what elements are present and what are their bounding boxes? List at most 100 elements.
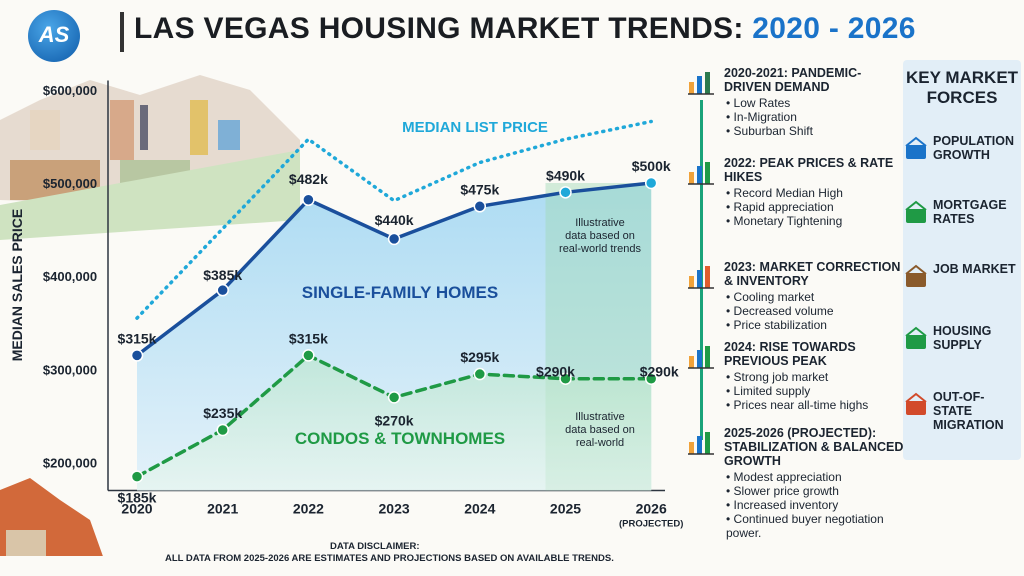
illustrative-annotation: Illustrative	[575, 411, 625, 423]
timeline-bullet: Price stabilization	[726, 318, 906, 332]
force-item: POPULATION GROWTH	[903, 128, 1021, 184]
sfh-data-label: $315k	[118, 330, 157, 346]
timeline-bullets: Record Median HighRapid appreciationMone…	[726, 186, 906, 228]
y-tick-label: $600,000	[43, 83, 97, 98]
x-tick-label: 2025	[550, 501, 581, 517]
timeline-bullets: Cooling marketDecreased volumePrice stab…	[726, 290, 906, 332]
x-tick-label: 2026	[636, 501, 667, 517]
logo-text: AS	[38, 22, 70, 47]
condo-point	[559, 372, 572, 385]
force-item: HOUSING SUPPLY	[903, 318, 1021, 374]
condo-point	[644, 372, 658, 385]
sfh-series-label: SINGLE-FAMILY HOMES	[302, 283, 498, 302]
force-label: JOB MARKET	[933, 262, 1016, 276]
y-tick-label: $400,000	[43, 269, 97, 284]
y-axis-title: MEDIAN SALES PRICE	[9, 209, 25, 361]
condo-data-label: $290k	[536, 364, 575, 380]
disclaimer-text: ALL DATA FROM 2025-2026 ARE ESTIMATES AN…	[165, 553, 614, 564]
sfh-point	[387, 232, 401, 246]
x-tick-label: 2021	[207, 501, 238, 517]
illustrative-annotation: data based on	[565, 230, 635, 242]
timeline-heading: 2022: PEAK PRICES & RATE HIKES	[724, 156, 894, 184]
timeline-bullet: Continued buyer negotiation power.	[726, 512, 906, 540]
y-tick-label: $200,000	[43, 456, 97, 471]
x-tick-sublabel: (PROJECTED)	[619, 519, 683, 530]
condo-point	[216, 423, 229, 437]
timeline-bullet: Suburban Shift	[726, 124, 906, 138]
timeline-bullet: In-Migration	[726, 110, 906, 124]
force-item: MORTGAGE RATES	[903, 192, 1021, 248]
illustrative-annotation: real-world	[576, 437, 624, 449]
growth-chart-icon	[686, 428, 716, 456]
timeline-bullets: Modest appreciationSlower price growthIn…	[726, 470, 906, 540]
condo-area	[137, 355, 652, 491]
condo-data-label: $235k	[203, 405, 242, 421]
city-skyline-illustration	[0, 75, 300, 240]
timeline-bullets: Low RatesIn-MigrationSuburban Shift	[726, 96, 906, 138]
sfh-data-label: $482k	[289, 171, 328, 187]
timeline-bullet: Monetary Tightening	[726, 214, 906, 228]
list-price-line	[135, 119, 653, 320]
people-icon	[903, 136, 929, 162]
sfh-data-label: $500k	[632, 158, 671, 174]
illustrative-annotation: real-world trends	[559, 243, 641, 255]
timeline-bullet: Decreased volume	[726, 304, 906, 318]
timeline-bullet: Increased inventory	[726, 498, 906, 512]
nevada-pin-icon	[903, 392, 929, 418]
force-label: HOUSING SUPPLY	[933, 324, 992, 352]
timeline-bullet: Modest appreciation	[726, 470, 906, 484]
condo-point	[302, 349, 315, 362]
condo-series-label: CONDOS & TOWNHOMES	[295, 429, 505, 448]
timeline-bullets: Strong job marketLimited supplyPrices ne…	[726, 370, 906, 412]
timeline-heading: 2024: RISE TOWARDS PREVIOUS PEAK	[724, 340, 856, 368]
sfh-data-label: $475k	[460, 181, 499, 197]
x-tick-label: 2020	[121, 501, 152, 517]
title-years: 2020 - 2026	[752, 12, 916, 45]
timeline-heading: 2023: MARKET CORRECTION & INVENTORY	[724, 260, 901, 288]
sfh-point	[216, 283, 229, 297]
x-tick-label: 2023	[379, 501, 410, 517]
sfh-data-label: $385k	[203, 267, 242, 283]
sfh-point	[644, 176, 658, 190]
force-label: POPULATION GROWTH	[933, 134, 1015, 162]
house-icon	[903, 326, 929, 352]
condo-data-label: $270k	[375, 412, 414, 428]
timeline-bullet: Rapid appreciation	[726, 200, 906, 214]
timeline-bullet: Limited supply	[726, 384, 906, 398]
x-tick-label: 2022	[293, 501, 324, 517]
y-tick-label: $300,000	[43, 362, 97, 377]
timeline-heading: 2025-2026 (PROJECTED): STABILIZATION & B…	[724, 426, 904, 468]
title-main: LAS VEGAS HOUSING MARKET TRENDS:	[134, 12, 753, 45]
timeline-heading: 2020-2021: PANDEMIC-DRIVEN DEMAND	[724, 66, 862, 94]
force-item: OUT-OF-STATE MIGRATION	[903, 384, 1021, 440]
sfh-point	[130, 349, 144, 362]
timeline-bullet: Record Median High	[726, 186, 906, 200]
price-trend-chart: $200,000 $300,000 $400,000 $500,000 $600,000…	[0, 75, 683, 556]
sfh-point	[473, 200, 487, 213]
sfh-point	[302, 193, 315, 207]
illustrative-annotation: Illustrative	[575, 217, 625, 229]
condo-data-label: $315k	[289, 330, 328, 346]
timeline-bullet: Low Rates	[726, 96, 906, 110]
house-dollar-icon	[903, 200, 929, 226]
falling-bar-chart-icon	[686, 262, 716, 290]
canyon-illustration	[0, 478, 103, 556]
condo-point	[473, 367, 487, 381]
illustrative-annotation: data based on	[565, 424, 635, 436]
condo-data-label: $185k	[118, 490, 157, 506]
condo-data-label: $295k	[460, 349, 499, 365]
plot-area: $200,000 $300,000 $400,000 $500,000 $600,000…	[9, 80, 683, 530]
timeline-bullet: Cooling market	[726, 290, 906, 304]
timeline-bullet: Slower price growth	[726, 484, 906, 498]
briefcase-icon	[903, 264, 929, 290]
x-tick-label: 2024	[464, 501, 495, 517]
sfh-data-label: $490k	[546, 167, 585, 183]
force-label: MORTGAGE RATES	[933, 198, 1007, 226]
sfh-point	[559, 186, 572, 199]
y-tick-label: $500,000	[43, 176, 97, 191]
disclaimer-heading: DATA DISCLAIMER:	[330, 541, 420, 552]
force-item: JOB MARKET	[903, 256, 1021, 312]
rising-bar-chart-icon	[686, 158, 716, 186]
title-divider	[120, 12, 124, 52]
rising-bar-chart-icon	[686, 342, 716, 370]
